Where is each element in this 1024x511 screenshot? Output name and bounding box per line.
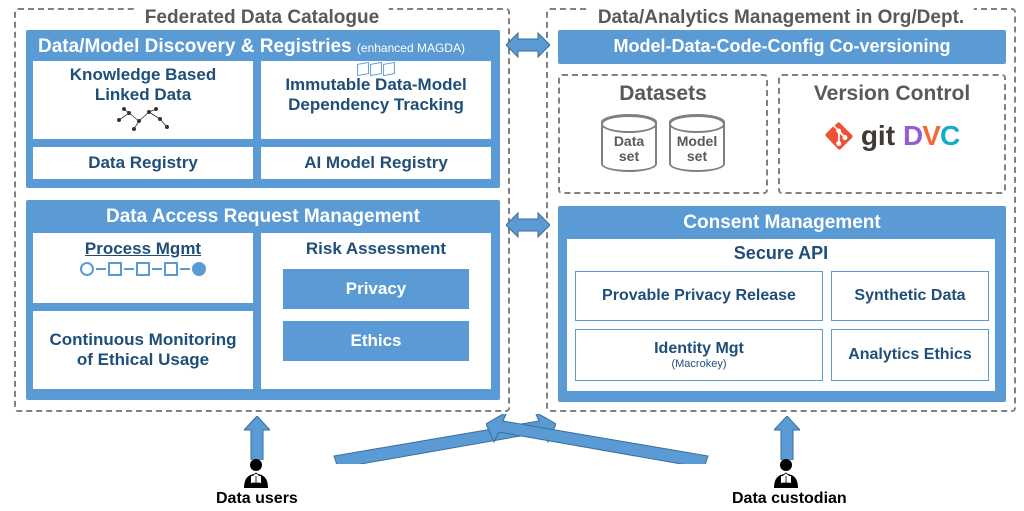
discovery-header-note: (enhanced MAGDA) [357,41,465,55]
cubes-icon [357,63,395,75]
datasets-title: Datasets [560,82,766,106]
process-flow-icon [80,262,206,276]
org-management-panel: Data/Analytics Management in Org/Dept. M… [546,8,1016,412]
synthetic-data-box: Synthetic Data [831,271,989,321]
dataset-cyl-label: Data set [603,134,655,165]
knowledge-linked-data-box: Knowledge Based Linked Data [32,60,254,140]
data-custodian-label: Data custodian [732,490,847,508]
secure-api-box: Secure API Provable Privacy Release Synt… [566,238,996,392]
data-registry-box: Data Registry [32,146,254,180]
org-title: Data/Analytics Management in Org/Dept. [588,7,974,29]
double-arrow-top [506,30,550,60]
darm-header: Data Access Request Management [32,206,494,229]
identity-mgt-box: Identity Mgt (Macrokey) [575,329,823,381]
knowledge-text: Knowledge Based Linked Data [70,65,216,106]
analytics-ethics-box: Analytics Ethics [831,329,989,381]
privacy-release-box: Provable Privacy Release [575,271,823,321]
consent-header: Consent Management [564,212,1000,235]
arrow-custodian-diag [486,414,716,464]
ai-registry-box: AI Model Registry [260,146,492,180]
privacy-release-text: Provable Privacy Release [602,286,796,305]
coversion-box: Model-Data-Code-Config Co-versioning [558,30,1006,64]
dvc-label: DVC [903,120,959,152]
synthetic-text: Synthetic Data [854,286,965,305]
identity-note: (Macrokey) [671,358,726,371]
arrow-users-up [244,416,270,460]
secure-api-text: Secure API [734,243,828,265]
process-text: Process Mgmt [85,239,201,259]
arrow-custodian-up [774,416,800,460]
monitoring-box: Continuous Monitoring of Ethical Usage [32,310,254,390]
git-icon [825,122,853,150]
monitoring-text: Continuous Monitoring of Ethical Usage [50,330,237,371]
discovery-header-text: Data/Model Discovery & Registries [38,36,352,57]
network-graph-icon [114,107,172,133]
git-label: git [861,120,895,152]
process-mgmt-box: Process Mgmt [32,232,254,304]
data-registry-text: Data Registry [88,153,198,173]
dataset-cylinder-icon: Data set [601,114,657,172]
modelset-cylinder-icon: Model set [669,114,725,172]
aethics-text: Analytics Ethics [848,345,972,364]
privacy-box: Privacy [283,269,469,309]
data-custodian-icon [772,458,800,488]
privacy-text: Privacy [346,279,407,299]
ai-registry-text: AI Model Registry [304,153,448,173]
federated-catalogue-panel: Federated Data Catalogue Data/Model Disc… [14,8,510,412]
immutable-text: Immutable Data-Model Dependency Tracking [285,75,466,116]
datasets-panel: Datasets Data set Model set [558,74,768,194]
ethics-text: Ethics [350,331,401,351]
darm-box: Data Access Request Management Process M… [26,200,500,400]
immutable-tracking-box: Immutable Data-Model Dependency Tracking [260,60,492,140]
federated-title: Federated Data Catalogue [135,7,389,29]
vc-title: Version Control [780,82,1004,106]
risk-text: Risk Assessment [306,239,446,259]
data-users-icon [242,458,270,488]
double-arrow-middle [506,210,550,240]
identity-text: Identity Mgt [654,339,744,358]
ethics-box: Ethics [283,321,469,361]
coversion-header: Model-Data-Code-Config Co-versioning [564,36,1000,58]
modelset-cyl-label: Model set [671,134,723,165]
discovery-registries-box: Data/Model Discovery & Registries (enhan… [26,30,500,188]
data-users-label: Data users [216,490,298,508]
consent-box: Consent Management Secure API Provable P… [558,206,1006,402]
version-control-panel: Version Control git DVC [778,74,1006,194]
discovery-header: Data/Model Discovery & Registries (enhan… [32,36,494,59]
risk-assessment-box: Risk Assessment Privacy Ethics [260,232,492,390]
